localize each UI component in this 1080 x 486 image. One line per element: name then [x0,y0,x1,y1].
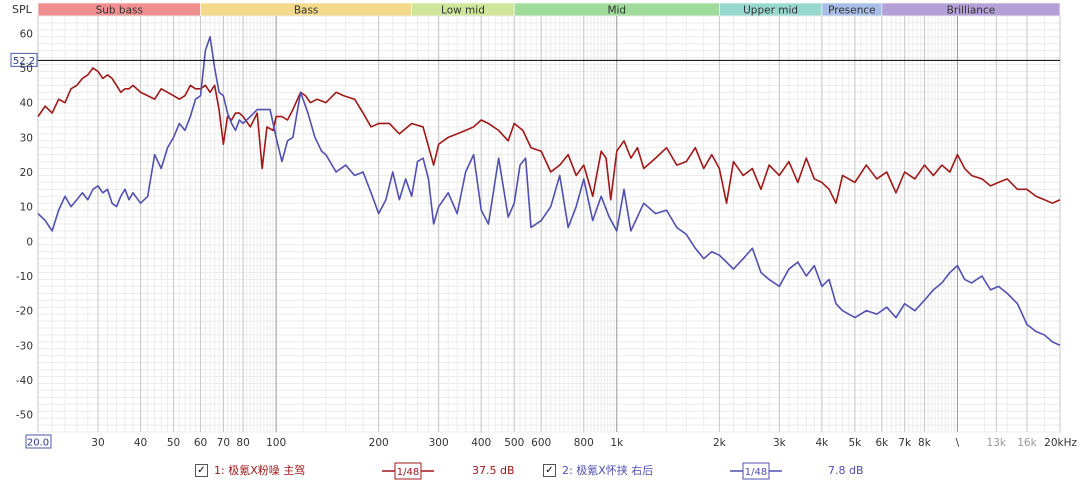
series-1-value: 37.5 dB [472,464,515,477]
series-1-checkbox[interactable]: ✓ [195,463,208,477]
x-tick-label: 1k [610,437,624,449]
x-tick-label: 5k [849,437,863,449]
y-tick-label: -20 [16,306,33,318]
x-tick-label: 800 [574,437,594,449]
x-tick-label: 300 [429,437,449,449]
y-tick-label: -10 [16,271,33,283]
legend: ✓ 1: 极氪X粉噪 主驾 1/48 37.5 dB ✓ 2: 极氪X怀挟 右后… [0,458,1080,484]
reference-line-box [10,52,38,67]
series-1-line [37,67,1061,204]
y-tick-label: 40 [20,98,33,110]
x-tick-label: 7k [898,437,912,449]
y-axis-label: SPL [12,3,33,16]
x-tick-label: 50 [167,437,180,449]
band-label-1: Sub bass [96,5,143,17]
series-2-value: 7.8 dB [828,464,864,477]
y-tick-label: 60 [20,28,33,40]
x-tick-label: 3k [773,437,787,449]
series-2-smoothing-icon[interactable]: 1/48 [730,461,782,481]
plot-grid [37,15,1061,433]
x-tick-label: 13k [987,437,1007,449]
y-tick-label: -30 [16,340,33,352]
series-1-smoothing-icon[interactable]: 1/48 [382,461,434,481]
reference-line-label: 52.2 [13,56,35,67]
band-label-4: Mid [607,5,626,17]
x-tick-label: 16k [1017,437,1037,449]
series-1-label: 1: 极氪X粉噪 主驾 [214,464,306,477]
y-tick-label: 30 [20,132,33,144]
y-tick-label: 50 [20,63,33,75]
series-layer [37,36,1061,347]
x-tick-label: 70 [217,437,230,449]
x-tick-label: 500 [504,437,524,449]
x-tick-label: 2k [713,437,727,449]
x-tick-label: 8k [918,437,932,449]
y-tick-label: 20 [20,167,33,179]
y-tick-label: -40 [16,375,33,387]
x-tick-label: 4k [816,437,830,449]
x-tick-label: 40 [134,437,147,449]
x-tick-label: 20kHz [1044,437,1077,449]
x-tick-label: 60 [194,437,207,449]
x-tick-label: 100 [266,437,286,449]
band-label-6: Presence [828,5,876,17]
series-2-checkbox[interactable]: ✓ [543,463,556,477]
series-2-label: 2: 极氪X怀挟 右后 [562,464,654,477]
legend-item-series-2[interactable]: ✓ 2: 极氪X怀挟 右后 [543,462,653,478]
series-1-smoothing-label: 1/48 [397,467,419,478]
y-tick-label: 10 [20,202,33,214]
band-label-3: Low mid [441,5,485,17]
x-tick-label: 80 [236,437,249,449]
x-start-box [25,434,52,449]
band-label-5: Upper mid [743,5,798,17]
x-tick-label: \ [956,437,960,449]
band-label-2: Bass [294,5,319,17]
series-2-smoothing-label: 1/48 [745,467,767,478]
x-tick-label: 400 [471,437,491,449]
x-tick-label: 200 [369,437,389,449]
frequency-band-header: Sub bass Bass Low mid Mid Upper mid Presence B… [37,2,1061,17]
reference-line: 52.2 [10,52,1060,67]
x-tick-label: 30 [91,437,104,449]
x-tick-label: 20.0 [27,438,49,449]
y-tick-label: -50 [16,410,33,422]
x-tick-label: 6k [875,437,889,449]
band-label-7: Brilliance [947,5,996,17]
legend-item-series-1[interactable]: ✓ 1: 极氪X粉噪 主驾 [195,462,305,478]
y-tick-label: 0 [26,236,33,248]
x-tick-label: 600 [531,437,551,449]
series-2-line [37,36,1061,347]
